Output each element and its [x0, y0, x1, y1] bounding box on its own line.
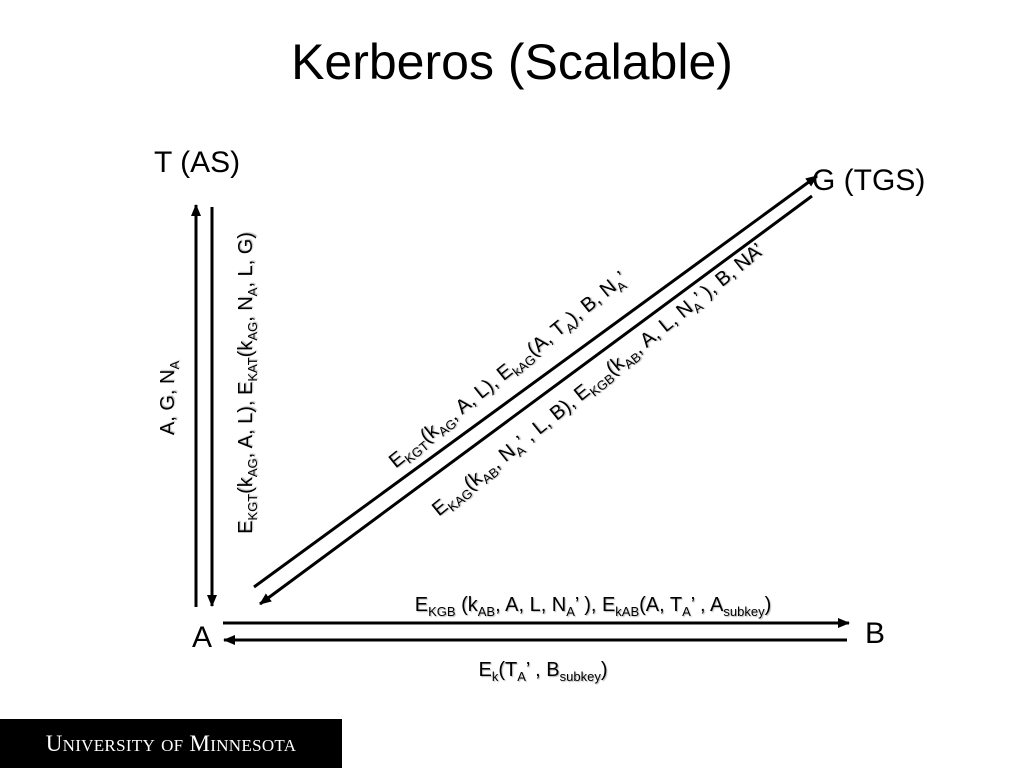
- node-client: A: [192, 621, 213, 654]
- university-logo: UNIVERSITY OF MINNESOTA: [0, 719, 342, 768]
- message-a-to-b: EKGB (kAB, A, L, NA’ ), EkAB(A, TA’ , As…: [414, 594, 772, 619]
- message-t-to-a: EKGT(kAG, A, L), EKAT(kAG, NA, L, G): [235, 232, 260, 534]
- node-tgs: G (TGS): [812, 164, 926, 197]
- arrow-g-to-a: [259, 194, 813, 606]
- slide-title: Kerberos (Scalable): [291, 34, 733, 90]
- university-wordmark: UNIVERSITY OF MINNESOTA: [45, 730, 297, 756]
- message-b-to-a: Ek(TA’ , Bsubkey): [478, 659, 608, 684]
- node-as: T (AS): [154, 146, 241, 179]
- node-server: B: [865, 617, 886, 650]
- arrow-a-to-g: [253, 174, 818, 589]
- message-a-to-t: A, G, NA: [157, 360, 182, 436]
